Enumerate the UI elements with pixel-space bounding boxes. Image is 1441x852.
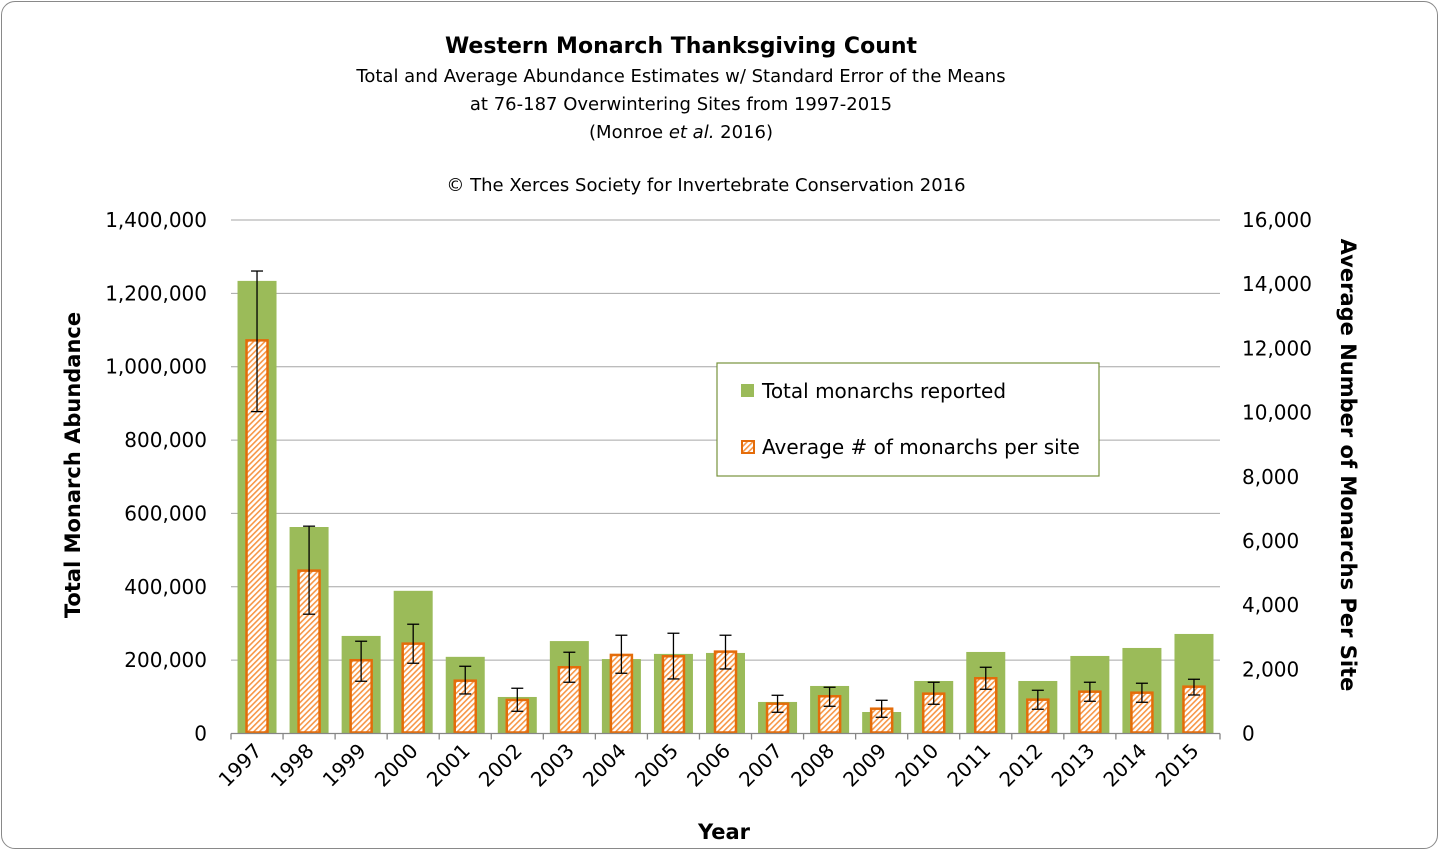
x-tick-label: 2012 — [994, 739, 1047, 792]
chart-copyright: © The Xerces Society for Invertebrate Co… — [446, 175, 965, 196]
x-tick-label: 1998 — [266, 739, 319, 792]
y-tick-label: 1,200,000 — [105, 281, 207, 305]
y-tick-label: 200,000 — [124, 648, 207, 672]
y2-tick-label: 0 — [1242, 722, 1255, 746]
y2-tick-label: 4,000 — [1242, 593, 1299, 617]
x-tick-label: 2004 — [578, 739, 631, 792]
x-tick-label: 1999 — [318, 739, 371, 792]
x-tick-label: 2001 — [422, 739, 475, 792]
legend-swatch-average — [741, 440, 755, 454]
legend-label-average: Average # of monarchs per site — [762, 435, 1080, 459]
x-tick-label: 2006 — [682, 739, 735, 792]
x-tick-label: 2014 — [1098, 739, 1151, 792]
y-tick-label: 600,000 — [124, 501, 207, 525]
y2-tick-label: 10,000 — [1242, 401, 1312, 425]
x-tick-label: 2013 — [1046, 739, 1099, 792]
chart-subtitle-1: Total and Average Abundance Estimates w/… — [355, 66, 1005, 87]
chart-citation: (Monroe et al. 2016) — [589, 122, 773, 143]
y-tick-label: 1,000,000 — [105, 355, 207, 379]
x-tick-label: 2015 — [1151, 739, 1204, 792]
y2-tick-label: 12,000 — [1242, 336, 1312, 360]
x-tick-label: 2005 — [630, 739, 683, 792]
x-tick-label: 2010 — [890, 739, 943, 792]
y2-tick-label: 6,000 — [1242, 529, 1299, 553]
x-tick-label: 2003 — [526, 739, 579, 792]
x-tick-label: 2000 — [370, 739, 423, 792]
y2-tick-label: 8,000 — [1242, 465, 1299, 489]
x-axis-label: Year — [697, 820, 751, 844]
x-tick-label: 1997 — [214, 739, 267, 792]
y-axis-label: Total Monarch Abundance — [61, 312, 85, 618]
chart-subtitle-2: at 76-187 Overwintering Sites from 1997-… — [470, 94, 892, 115]
legend-label-total: Total monarchs reported — [761, 379, 1006, 403]
y2-tick-label: 16,000 — [1242, 208, 1312, 232]
x-tick-label: 2008 — [786, 739, 839, 792]
y-tick-label: 800,000 — [124, 428, 207, 452]
x-tick-label: 2011 — [942, 739, 995, 792]
x-tick-label: 2002 — [474, 739, 527, 792]
legend-swatch-total — [741, 384, 754, 397]
chart-title: Western Monarch Thanksgiving Count — [445, 34, 918, 59]
y-tick-label: 0 — [194, 722, 207, 746]
y-tick-label: 400,000 — [124, 575, 207, 599]
y2-axis-label: Average Number of Monarchs Per Site — [1336, 239, 1360, 692]
y2-tick-label: 2,000 — [1242, 657, 1299, 681]
y2-tick-label: 14,000 — [1242, 272, 1312, 296]
legend: Total monarchs reported Average # of mon… — [716, 362, 1100, 477]
x-tick-label: 2007 — [734, 739, 787, 792]
y-tick-label: 1,400,000 — [105, 208, 207, 232]
x-tick-label: 2009 — [838, 739, 891, 792]
